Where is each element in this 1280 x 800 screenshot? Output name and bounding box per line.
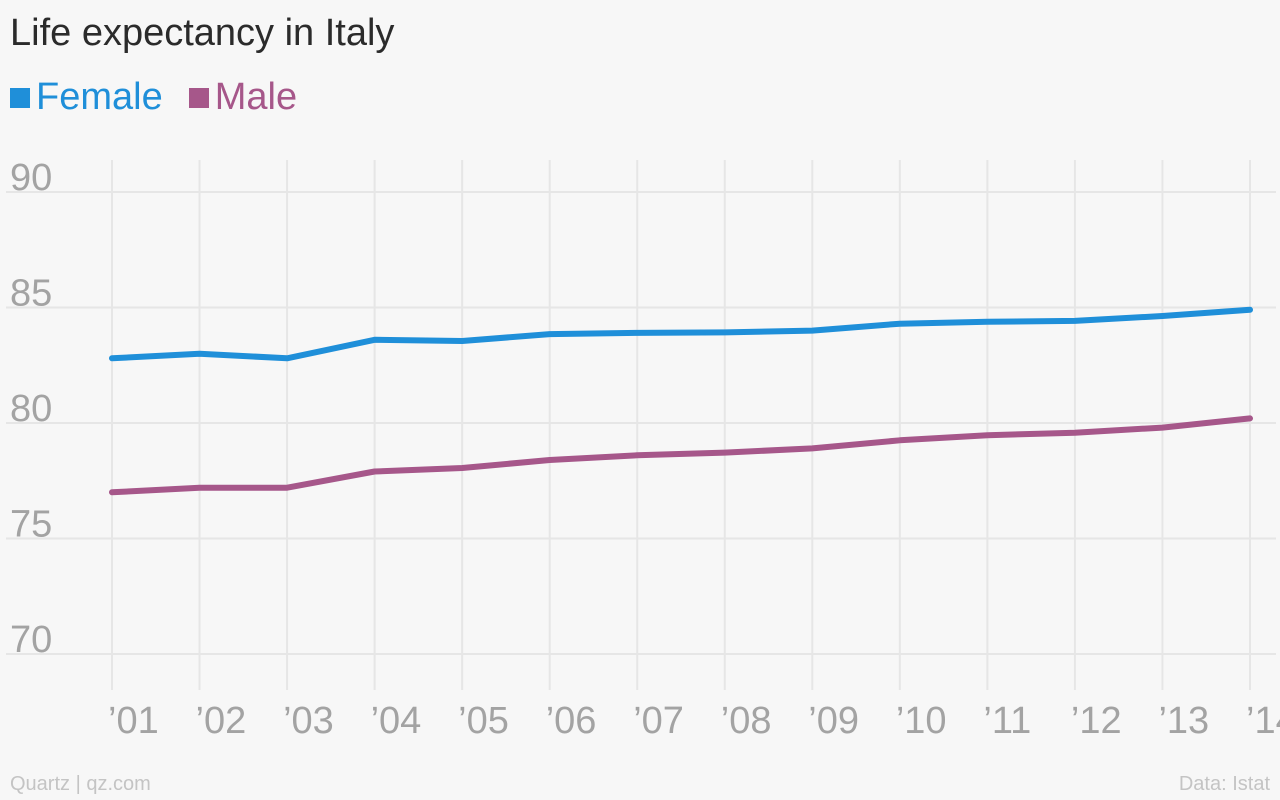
legend-item-male: Male (188, 76, 298, 119)
gridlines (6, 160, 1276, 690)
y-tick-label: 75 (10, 504, 52, 546)
x-tick-label: ’03 (283, 700, 334, 742)
x-tick-label: ’10 (896, 700, 947, 742)
series-line-female (109, 306, 1253, 362)
y-tick-label: 70 (10, 619, 52, 661)
legend-label-female: Female (36, 76, 163, 118)
x-tick-label: ’06 (546, 700, 597, 742)
series-line-male (109, 415, 1253, 496)
legend-label-male: Male (214, 76, 298, 118)
legend-swatch-female (10, 87, 30, 108)
x-tick-label: ’05 (458, 700, 509, 742)
x-tick-label: ’01 (108, 700, 159, 742)
x-tick-label: ’04 (371, 700, 422, 742)
x-tick-label: ’11 (983, 700, 1031, 742)
footer-credit: Data: Istat (1178, 773, 1270, 795)
x-tick-label: ’14 (1246, 700, 1280, 742)
legend-swatch-male (188, 87, 209, 108)
legend-item-female: Female (10, 76, 163, 119)
x-tick-label: ’13 (1158, 700, 1209, 742)
y-tick-label: 80 (10, 388, 52, 430)
x-tick-label: ’08 (721, 700, 772, 742)
x-tick-label: ’09 (808, 700, 859, 742)
footer-source: Quartz | qz.com (10, 773, 151, 795)
legend: Female Male (10, 76, 323, 119)
y-tick-label: 90 (10, 157, 52, 199)
y-axis-ticks: 70 75 80 85 90 (10, 157, 52, 661)
chart-title: Life expectancy in Italy (10, 12, 395, 54)
x-axis-ticks: ’01 ’02 ’03 ’04 ’05 ’06 ’07 ’08 ’09 ’10 ’11 ’12 ’13 ’… (108, 700, 1280, 742)
y-tick-label: 85 (10, 273, 52, 315)
series-lines (109, 306, 1253, 496)
x-tick-label: ’02 (196, 700, 247, 742)
x-tick-label: ’12 (1071, 700, 1122, 742)
x-tick-label: ’07 (633, 700, 684, 742)
